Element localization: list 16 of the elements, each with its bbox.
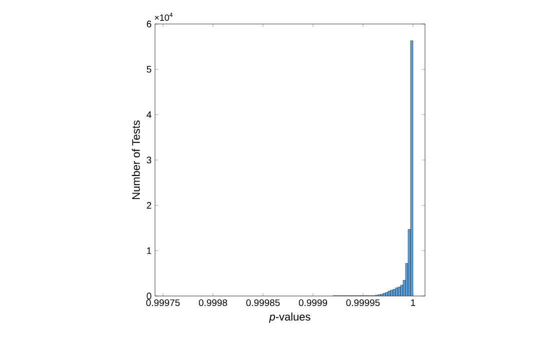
x-tick-label: 1 bbox=[411, 299, 416, 306]
x-tick-label: 0.9999 bbox=[298, 299, 328, 306]
y-tick-label: 1 bbox=[147, 247, 152, 254]
y-axis-title: Number of Tests bbox=[132, 120, 140, 199]
y-tick-label: 3 bbox=[146, 156, 152, 164]
y-tick-label: 4 bbox=[146, 111, 152, 118]
x-axis-title: p-values bbox=[269, 312, 310, 323]
x-tick-label: 0.99995 bbox=[346, 299, 380, 306]
y-tick-label: 5 bbox=[146, 66, 152, 73]
text: ×10$^{4}$ bbox=[154, 12, 173, 21]
x-tick-label: 0.9998 bbox=[198, 299, 228, 306]
x-tick-label: 0.99975 bbox=[146, 299, 180, 306]
y-tick-label: 0 bbox=[146, 292, 152, 300]
y-tick-label: 6 bbox=[146, 20, 152, 28]
x-tick-label: 0.99985 bbox=[246, 299, 280, 306]
y-tick-label: 2 bbox=[146, 202, 152, 209]
